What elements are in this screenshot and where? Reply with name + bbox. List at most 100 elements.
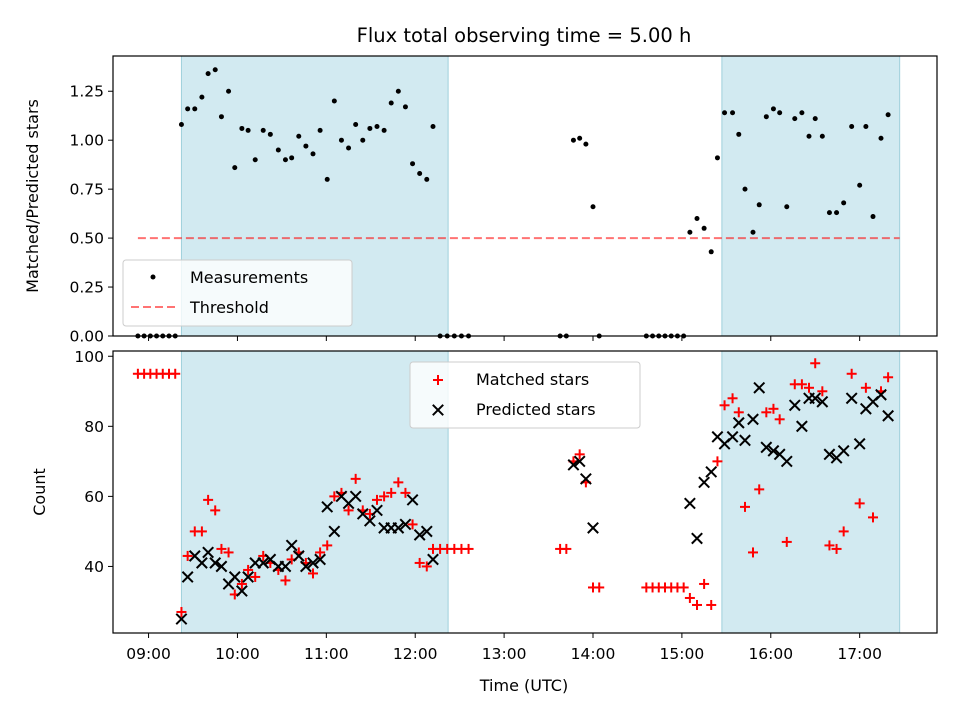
x-tick-label: 17:00 (837, 645, 882, 663)
counts-point-b (691, 532, 703, 545)
counts-point (463, 543, 474, 554)
counts-point (838, 526, 849, 537)
counts-point (195, 557, 208, 569)
counts-point-b (299, 560, 312, 573)
counts-point (299, 560, 312, 573)
ratio-point (381, 127, 387, 133)
ratio-point (338, 137, 344, 143)
x-tick-label: 16:00 (748, 645, 793, 663)
counts-point-b (413, 529, 426, 541)
counts-point-b (279, 560, 292, 573)
counts-point (567, 458, 580, 471)
counts-point-b (795, 420, 808, 433)
counts-point-b (845, 392, 858, 405)
ratio-point (360, 137, 366, 143)
ratio-point (570, 137, 576, 143)
counts-point-b (195, 557, 208, 569)
bottom-y-axis-title: Count (30, 468, 49, 516)
counts-point (314, 553, 327, 566)
counts-point (691, 532, 703, 545)
counts-point (795, 420, 808, 433)
ratio-point (353, 122, 359, 128)
counts-point (228, 571, 241, 583)
counts-point (372, 494, 382, 505)
legend-measurements-marker (150, 274, 156, 280)
counts-point (754, 484, 765, 495)
counts-point (250, 571, 261, 582)
counts-point (726, 430, 739, 443)
counts-point (279, 560, 292, 573)
counts-point (392, 521, 405, 534)
counts-point-b (726, 430, 739, 443)
ratio-point (777, 110, 783, 116)
ratio-point (324, 176, 330, 182)
counts-point (202, 546, 215, 559)
ratio-point (424, 176, 430, 182)
ratio-point (245, 127, 251, 133)
ratio-point (834, 210, 840, 216)
counts-point (574, 449, 585, 460)
counts-point-b (427, 553, 439, 566)
counts-point (210, 505, 221, 516)
counts-point-b (882, 409, 895, 422)
counts-point-b (235, 585, 248, 597)
plot-layer: 0.00 0.25 0.50 0.75 1.00 1.25 Measurements Thre… (69, 55, 938, 663)
counts-point (594, 582, 605, 593)
ratio-point (402, 104, 408, 110)
counts-point (561, 543, 572, 554)
counts-point-b (363, 514, 376, 527)
counts-point-b (732, 416, 745, 429)
counts-point (573, 455, 586, 468)
legend-predicted-marker-b (432, 404, 444, 416)
ratio-y-tick-label: 0.75 (69, 181, 104, 199)
counts-point (215, 560, 228, 573)
counts-point (809, 392, 822, 405)
ratio-point (701, 225, 707, 231)
x-tick-label: 09:00 (126, 645, 171, 663)
counts-point (322, 540, 333, 551)
counts-point-b (767, 444, 780, 457)
ratio-point (252, 157, 258, 163)
ratio-point (885, 112, 891, 118)
ratio-point (260, 127, 266, 133)
ratio-point (750, 229, 756, 235)
counts-point (712, 456, 723, 467)
counts-point-b (335, 490, 348, 503)
counts-point (196, 526, 207, 537)
x-tick-label: 11:00 (304, 645, 349, 663)
top-y-axis-title: Matched/Predicted stars (23, 99, 42, 293)
counts-point-b (853, 437, 866, 450)
counts-point (363, 514, 376, 527)
counts-point-b (406, 493, 419, 506)
ratio-point (374, 123, 380, 129)
ratio-point (289, 155, 295, 161)
counts-point (817, 386, 828, 397)
counts-point (414, 557, 425, 568)
counts-point (328, 525, 341, 538)
counts-point (748, 547, 758, 558)
counts-point (767, 444, 780, 457)
counts-point-b (567, 458, 580, 471)
legend-matched-label: Matched stars (476, 370, 589, 389)
ratio-point (310, 151, 316, 157)
counts-point (816, 395, 829, 408)
counts-point (308, 568, 318, 579)
counts-point (739, 434, 751, 447)
counts-point (699, 578, 710, 589)
counts-point (350, 473, 361, 484)
counts-point (684, 592, 695, 603)
ratio-point (430, 123, 436, 129)
counts-point (845, 392, 858, 405)
x-tick-label: 10:00 (215, 645, 260, 663)
counts-point (181, 571, 194, 583)
counts-point (587, 521, 599, 534)
counts-point-b (321, 500, 334, 513)
ratio-point (367, 125, 373, 131)
counts-point-b (349, 490, 362, 503)
counts-y-tick-label: 100 (74, 348, 104, 366)
counts-point (203, 494, 214, 505)
counts-point (170, 368, 181, 379)
ratio-y-tick-label: 1.00 (69, 132, 104, 150)
ratio-point (806, 133, 812, 139)
counts-point-b (215, 560, 228, 573)
